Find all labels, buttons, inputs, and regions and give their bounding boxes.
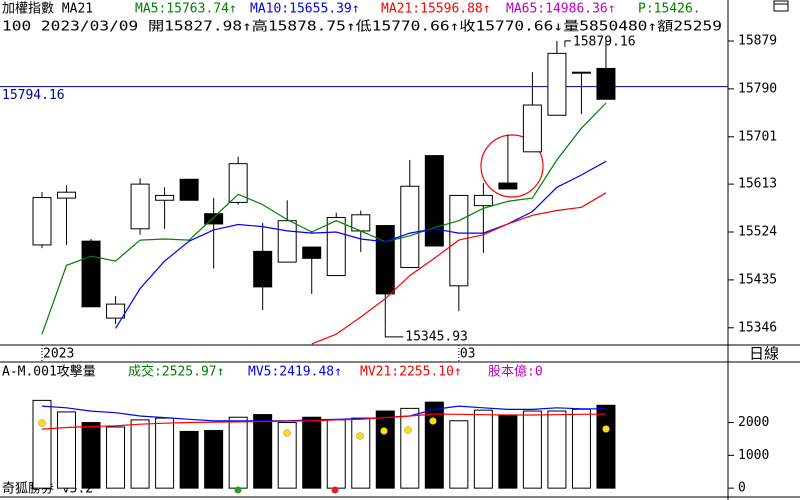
candle-body <box>228 163 248 203</box>
candle-body <box>155 194 175 201</box>
reference-label: 15794.16 <box>2 88 65 103</box>
annotation-leader <box>564 40 571 47</box>
volume-bar <box>596 404 616 489</box>
candle-body <box>179 178 199 201</box>
y-tick-label: 1000 <box>738 448 769 463</box>
volume-bar <box>473 409 493 489</box>
candle-body <box>522 104 542 153</box>
period-label[interactable]: 日線 <box>749 345 779 363</box>
header: 加權指數 MA21 MA5:15763.74↑ MA10:15655.39↑ M… <box>2 2 779 497</box>
volume-header-item: MV21:2255.10↑ <box>360 365 462 380</box>
dot <box>283 429 291 437</box>
volume-bar <box>498 414 518 489</box>
header-item: MA10:15655.39↑ <box>250 2 360 17</box>
volume-bar <box>253 414 273 489</box>
header-item: MA5:15763.74↑ <box>135 2 237 17</box>
dot <box>602 425 610 433</box>
y-tick-label: 15435 <box>738 272 777 287</box>
ma-line <box>115 160 607 329</box>
volume-header-item: 股本億:0 <box>488 364 543 380</box>
dot <box>380 427 388 435</box>
ma-line <box>41 405 606 422</box>
volume-header-item: 成交:2525.97↑ <box>128 364 224 380</box>
candle-body <box>277 220 297 263</box>
candle-body <box>498 182 518 190</box>
candle-body <box>57 191 77 199</box>
candle-body <box>547 52 567 116</box>
candle-body <box>302 246 322 259</box>
candle-body <box>204 213 224 225</box>
candle-body <box>375 225 395 295</box>
volume-bar <box>375 410 395 489</box>
volume-bar <box>302 416 322 489</box>
volume-bar <box>400 407 420 489</box>
y-tick-label: 0 <box>738 481 746 496</box>
x-tick-label: 2023 <box>43 347 74 362</box>
candle-body <box>596 67 616 100</box>
candle-body <box>106 303 126 319</box>
volume-bar <box>81 422 101 489</box>
candle-body <box>473 194 493 207</box>
y-tick-label: 15879 <box>738 33 777 48</box>
volume-bar <box>204 430 224 489</box>
candle-body <box>571 71 591 74</box>
header-item: 加權指數 MA21 <box>2 2 93 17</box>
x-tick-label: 03 <box>460 347 476 362</box>
candle-body <box>400 185 420 269</box>
window-button[interactable] <box>773 0 789 12</box>
dot <box>234 486 242 494</box>
dot <box>38 419 46 427</box>
y-tick-label: 2000 <box>738 415 769 430</box>
volume-bar <box>277 422 297 489</box>
dot <box>404 426 412 434</box>
ma-line <box>41 413 607 430</box>
candle-body <box>424 155 444 247</box>
candle-body <box>81 240 101 308</box>
volume-header-item: MV5:2419.48↑ <box>248 365 342 380</box>
volume-bar <box>571 408 591 489</box>
dot <box>356 432 364 440</box>
volume-bar <box>57 411 77 489</box>
volume-bar <box>424 401 444 489</box>
ma-line <box>41 102 607 335</box>
header-item: MA21:15596.88↑ <box>381 2 491 17</box>
quote-line: 100 2023/03/09 開15827.98↑高15878.75↑低1577… <box>2 19 722 35</box>
y-tick-label: 15524 <box>738 225 777 240</box>
dot <box>429 417 437 425</box>
header-item: P:15426. <box>638 2 701 17</box>
high-annotation: 15879.16 <box>573 34 636 49</box>
volume-bar <box>106 426 126 489</box>
candle-body <box>130 183 150 230</box>
low-annotation: 15345.93 <box>405 329 468 344</box>
header-item: MA65:14986.36↑ <box>506 2 616 17</box>
candle-body <box>253 250 273 288</box>
volume-bar <box>522 410 542 489</box>
volume-bar <box>228 416 248 489</box>
candle-body <box>32 197 52 246</box>
volume-header-item: A-M.001攻擊量 <box>2 364 96 380</box>
y-tick-label: 15613 <box>738 177 777 192</box>
dot <box>331 486 339 494</box>
volume-bar <box>130 419 150 489</box>
volume-bar <box>179 430 199 489</box>
candle-body <box>326 216 346 277</box>
y-tick-label: 15701 <box>738 129 777 144</box>
volume-bar <box>326 419 346 489</box>
y-tick-label: 15790 <box>738 81 777 96</box>
ma-line <box>311 192 607 345</box>
annotation-leader <box>384 327 404 338</box>
y-tick-label: 15346 <box>738 320 777 335</box>
volume-bar <box>547 410 567 489</box>
highlight-circle <box>480 134 544 198</box>
volume-bar <box>351 417 371 489</box>
volume-bar <box>155 417 175 489</box>
volume-bar <box>32 399 52 489</box>
volume-bar <box>449 420 469 489</box>
